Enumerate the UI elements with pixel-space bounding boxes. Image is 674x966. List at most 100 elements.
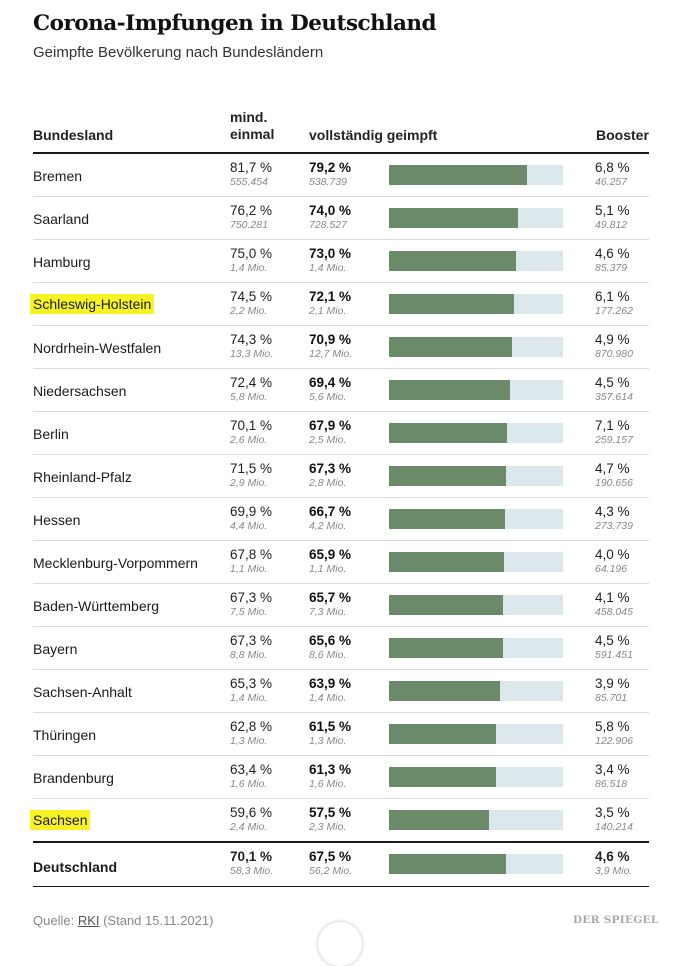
full-cell-absolute: 538.739 bbox=[309, 176, 347, 188]
bar-track bbox=[389, 294, 563, 314]
booster-cell-percent: 5,1 % bbox=[595, 203, 630, 218]
min-once-cell-absolute: 58,3 Mio. bbox=[230, 865, 274, 877]
full-cell-absolute: 7,3 Mio. bbox=[309, 606, 347, 618]
booster-cell-absolute: 122.906 bbox=[595, 735, 633, 747]
source-link[interactable]: RKI bbox=[77, 913, 100, 928]
bar-fill bbox=[389, 251, 516, 271]
full-cell-percent: 79,2 % bbox=[309, 160, 352, 175]
table-row: Bremen 81,7 % 555.454 79,2 % 538.739 6,8 % 46.… bbox=[33, 154, 649, 197]
bar-fill bbox=[389, 810, 489, 830]
full-cell-percent: 69,4 % bbox=[309, 375, 352, 390]
state-name: Nordrhein-Westfalen bbox=[33, 340, 162, 356]
min-once-cell-percent: 62,8 % bbox=[230, 719, 273, 734]
bar-fill bbox=[389, 337, 512, 357]
min-once-cell-absolute: 1,4 Mio. bbox=[230, 692, 268, 704]
min-once-cell-absolute: 5,8 Mio. bbox=[230, 391, 268, 403]
table-body: Bremen 81,7 % 555.454 79,2 % 538.739 6,8 % 46.… bbox=[30, 154, 649, 887]
bar-fill bbox=[389, 466, 506, 486]
booster-cell: 4,5 % 357.614 bbox=[595, 375, 633, 404]
min-once-cell: 70,1 % 58,3 Mio. bbox=[230, 849, 273, 878]
table-row: Berlin 70,1 % 2,6 Mio. 67,9 % 2,5 Mio. 7,1 % 2… bbox=[33, 412, 649, 455]
booster-cell: 3,9 % 85.701 bbox=[595, 676, 630, 705]
full-cell-percent: 57,5 % bbox=[309, 805, 352, 820]
full-cell: 72,1 % 2,1 Mio. bbox=[309, 289, 351, 318]
bar-track bbox=[389, 509, 563, 529]
full-cell: 57,5 % 2,3 Mio. bbox=[309, 805, 351, 834]
min-once-cell-percent: 75,0 % bbox=[230, 246, 273, 261]
bar-track bbox=[389, 251, 563, 271]
source-suffix: (Stand 15.11.2021) bbox=[99, 913, 214, 928]
min-once-cell: 76,2 % 750.281 bbox=[230, 203, 272, 232]
table-row: Saarland 76,2 % 750.281 74,0 % 728.527 5,1 % 4… bbox=[33, 197, 649, 240]
min-once-cell-percent: 67,3 % bbox=[230, 633, 273, 648]
booster-cell: 4,7 % 190.656 bbox=[595, 461, 633, 490]
min-once-cell: 72,4 % 5,8 Mio. bbox=[230, 375, 272, 404]
table-row: Brandenburg 63,4 % 1,6 Mio. 61,3 % 1,6 Mio. 3… bbox=[33, 756, 649, 799]
booster-cell-absolute: 177.262 bbox=[595, 305, 633, 317]
state-name: Thüringen bbox=[33, 727, 97, 743]
booster-cell-absolute: 46.257 bbox=[595, 176, 628, 188]
full-cell: 74,0 % 728.527 bbox=[309, 203, 351, 232]
booster-cell-absolute: 64.196 bbox=[595, 563, 628, 575]
full-cell-absolute: 2,5 Mio. bbox=[309, 434, 347, 446]
scroll-button[interactable] bbox=[318, 922, 362, 966]
bar-fill bbox=[389, 681, 500, 701]
min-once-cell-percent: 74,3 % bbox=[230, 332, 273, 347]
spiegel-logo: DER SPIEGEL bbox=[573, 914, 659, 926]
full-cell-absolute: 56,2 Mio. bbox=[309, 865, 353, 877]
table-row: Bayern 67,3 % 8,8 Mio. 65,6 % 8,6 Mio. 4,5 % 5… bbox=[33, 627, 649, 670]
table-row: Nordrhein-Westfalen 74,3 % 13,3 Mio. 70,9 %… bbox=[33, 326, 649, 369]
bar-fill bbox=[389, 165, 527, 185]
full-cell-percent: 61,3 % bbox=[309, 762, 352, 777]
state-name: Berlin bbox=[33, 426, 69, 442]
booster-cell-percent: 6,8 % bbox=[595, 160, 630, 175]
min-once-cell-absolute: 1,3 Mio. bbox=[230, 735, 268, 747]
min-once-cell: 69,9 % 4,4 Mio. bbox=[230, 504, 272, 533]
bar-track bbox=[389, 466, 563, 486]
full-cell: 63,9 % 1,4 Mio. bbox=[309, 676, 351, 705]
booster-cell: 7,1 % 259.157 bbox=[595, 418, 633, 447]
booster-cell-absolute: 86.518 bbox=[595, 778, 628, 790]
bar-track bbox=[389, 595, 563, 615]
min-once-cell: 74,3 % 13,3 Mio. bbox=[230, 332, 273, 361]
booster-cell: 4,3 % 273.739 bbox=[595, 504, 633, 533]
booster-cell-percent: 6,1 % bbox=[595, 289, 630, 304]
min-once-cell-absolute: 1,1 Mio. bbox=[230, 563, 268, 575]
bar-fill bbox=[389, 854, 506, 874]
bar-track bbox=[389, 552, 563, 572]
booster-cell-percent: 4,5 % bbox=[595, 633, 630, 648]
table-row-total: Deutschland 70,1 % 58,3 Mio. 67,5 % 56,2 Mio… bbox=[33, 841, 649, 887]
table-row: Mecklenburg-Vorpommern 67,8 % 1,1 Mio. 65,9… bbox=[33, 541, 649, 584]
booster-cell: 5,8 % 122.906 bbox=[595, 719, 633, 748]
table-row: Hamburg 75,0 % 1,4 Mio. 73,0 % 1,4 Mio. 4,6 %… bbox=[33, 240, 649, 283]
booster-cell-percent: 4,7 % bbox=[595, 461, 630, 476]
full-cell-absolute: 2,8 Mio. bbox=[309, 477, 347, 489]
booster-cell-percent: 4,1 % bbox=[595, 590, 630, 605]
min-once-cell: 75,0 % 1,4 Mio. bbox=[230, 246, 272, 275]
full-cell-percent: 73,0 % bbox=[309, 246, 352, 261]
bar-track bbox=[389, 208, 563, 228]
min-once-cell-absolute: 750.281 bbox=[230, 219, 268, 231]
full-cell-absolute: 2,1 Mio. bbox=[309, 305, 347, 317]
full-cell-percent: 65,6 % bbox=[309, 633, 352, 648]
full-cell-percent: 70,9 % bbox=[309, 332, 352, 347]
full-cell-percent: 72,1 % bbox=[309, 289, 352, 304]
full-cell-percent: 61,5 % bbox=[309, 719, 352, 734]
min-once-cell-percent: 70,1 % bbox=[230, 418, 273, 433]
min-once-cell-percent: 81,7 % bbox=[230, 160, 273, 175]
full-cell: 61,5 % 1,3 Mio. bbox=[309, 719, 351, 748]
full-cell-absolute: 4,2 Mio. bbox=[309, 520, 347, 532]
full-cell: 73,0 % 1,4 Mio. bbox=[309, 246, 351, 275]
full-cell-percent: 74,0 % bbox=[309, 203, 352, 218]
min-once-cell: 67,3 % 8,8 Mio. bbox=[230, 633, 272, 662]
bar-track bbox=[389, 380, 563, 400]
booster-cell-absolute: 85.379 bbox=[595, 262, 628, 274]
table-row: Sachsen 59,6 % 2,4 Mio. 57,5 % 2,3 Mio. 3,5 %… bbox=[30, 799, 649, 842]
min-once-cell-absolute: 555.454 bbox=[230, 176, 268, 188]
booster-cell: 4,1 % 458.045 bbox=[595, 590, 633, 619]
booster-cell-absolute: 3,9 Mio. bbox=[595, 865, 633, 877]
header-divider bbox=[33, 152, 649, 154]
bar-fill bbox=[389, 595, 503, 615]
min-once-cell-absolute: 1,4 Mio. bbox=[230, 262, 268, 274]
min-once-cell: 71,5 % 2,9 Mio. bbox=[230, 461, 272, 490]
